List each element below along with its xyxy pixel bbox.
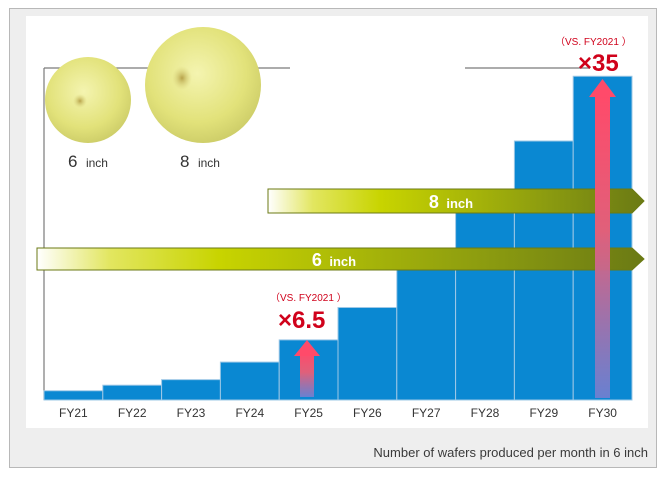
arrow-8-inch-label: 8 inch [429,192,473,212]
bar-fy21 [43,390,104,401]
arrow-6-inch-shape [36,247,645,271]
arrow-8-size: 8 [429,192,439,212]
caption: Number of wafers produced per month in 6… [373,445,648,460]
annotation-fy30: （VS. FY2021 ） ×35 [555,36,632,398]
arrow-8-inch: 8 inch [267,188,645,214]
annotation-fy25: （VS. FY2021 ） ×6.5 [270,292,347,397]
fy25-up-arrow-stem [300,352,314,397]
arrow-8-unit: inch [446,196,473,211]
wafer-8-inch-label: 8 inch [180,152,220,171]
x-tick-fy29: FY29 [529,406,558,420]
wafer-8-unit: inch [198,156,220,170]
x-tick-labels: FY21 FY22 FY23 FY24 FY25 FY26 FY27 FY28 FY29 FY30 [59,406,617,420]
wafer-6-inch-spot [73,94,87,108]
arrow-6-inch-label: 6 inch [312,250,356,270]
arrow-8-inch-shape [267,188,645,214]
wafer-8-inch-spot [172,66,192,90]
fy25-up-arrow-head [294,340,320,356]
wafer-8-inch-group: 8 inch [145,27,261,171]
fy25-annotation-value: ×6.5 [278,307,325,334]
wafer-6-inch-group: 6 inch [45,57,131,171]
wafer-6-unit: inch [86,156,108,170]
x-tick-fy22: FY22 [118,406,147,420]
wafer-8-inch-image [145,27,261,143]
x-tick-fy25: FY25 [294,406,323,420]
arrow-6-size: 6 [312,250,322,270]
wafer-6-inch-image [45,57,131,143]
bar-fy26 [337,307,398,401]
bar-fy22 [102,384,163,401]
fy25-annotation-note: （VS. FY2021 ） [270,292,347,304]
x-tick-fy27: FY27 [412,406,441,420]
arrow-6-inch: 6 inch [36,247,645,271]
wafer-6-inch-label: 6 inch [68,152,108,171]
fy30-annotation-note: （VS. FY2021 ） [555,36,632,48]
x-tick-fy23: FY23 [177,406,206,420]
fy30-up-arrow-head [589,79,616,97]
bar-fy24 [219,361,280,401]
wafer-6-size: 6 [68,152,77,171]
x-tick-fy30: FY30 [588,406,617,420]
fy30-up-arrow-stem [595,95,610,398]
x-tick-fy24: FY24 [235,406,264,420]
x-tick-fy26: FY26 [353,406,382,420]
bar-fy23 [161,379,221,401]
fy30-annotation-value: ×35 [578,50,619,77]
wafer-8-size: 8 [180,152,189,171]
bar-fy28 [455,205,515,401]
x-tick-fy21: FY21 [59,406,88,420]
arrow-6-unit: inch [329,254,356,269]
bar-fy27 [396,260,457,401]
x-tick-fy28: FY28 [471,406,500,420]
